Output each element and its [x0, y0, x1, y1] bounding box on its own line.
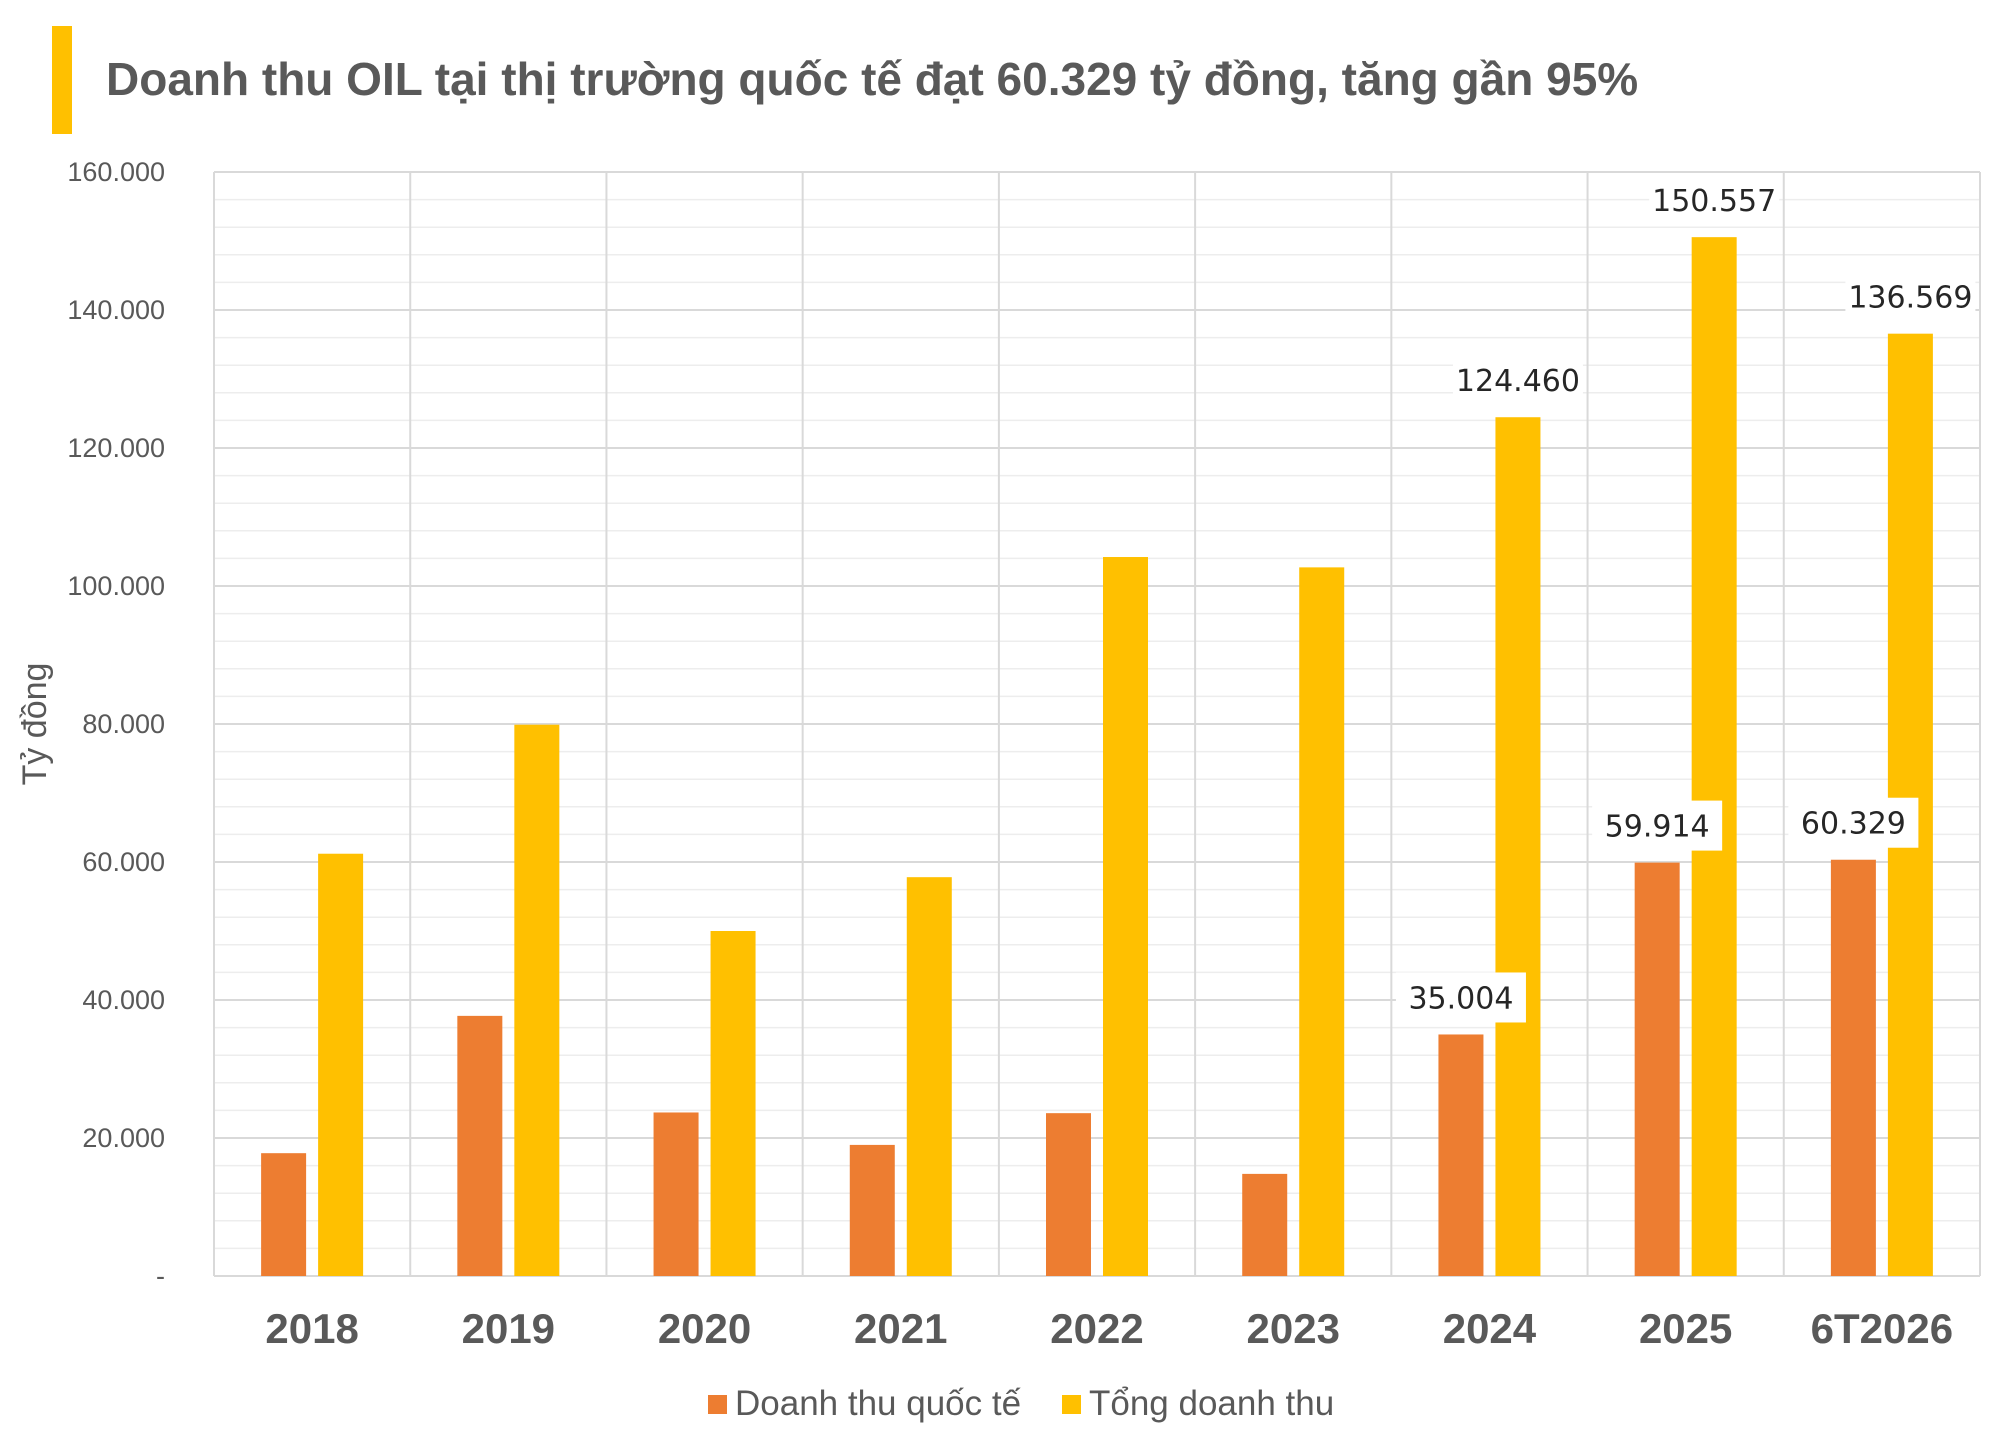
y-tick-label: 60.000: [82, 847, 165, 877]
bar-total: [1299, 567, 1345, 1276]
data-label-box: [1649, 175, 1780, 226]
title-accent-bar: [52, 26, 72, 134]
y-tick-label: 100.000: [67, 571, 165, 601]
bar-total: [1495, 417, 1541, 1276]
data-label: 60.329: [1801, 807, 1906, 842]
legend-item-total: Tổng doanh thu: [1062, 1384, 1334, 1424]
bar-total: [1103, 557, 1148, 1276]
bar-international: [261, 1153, 307, 1276]
x-tick-label: 2019: [462, 1305, 555, 1352]
bar-international: [1046, 1113, 1091, 1276]
y-tick-label: 40.000: [82, 985, 165, 1015]
bar-total: [906, 877, 952, 1276]
chart-title: Doanh thu OIL tại thị trường quốc tế đạt…: [106, 53, 1639, 105]
y-tick-label: 20.000: [82, 1123, 165, 1153]
legend-item-international: Doanh thu quốc tế: [708, 1384, 1021, 1424]
x-tick-label: 2021: [854, 1305, 947, 1352]
x-tick-label: 2024: [1443, 1305, 1537, 1352]
bar-total: [1691, 237, 1737, 1276]
x-tick-label: 2022: [1050, 1305, 1143, 1352]
bar-international: [457, 1015, 503, 1276]
legend-swatch-international: [708, 1394, 727, 1414]
y-tick-label: 120.000: [67, 433, 165, 463]
y-axis-label: Tỷ đồng: [16, 663, 54, 786]
data-label-box: [1592, 800, 1723, 851]
x-tick-label: 2023: [1247, 1305, 1340, 1352]
legend-swatch-total: [1062, 1394, 1081, 1414]
data-label: 136.569: [1848, 281, 1972, 316]
data-label: 124.460: [1456, 364, 1580, 399]
bar-total: [514, 724, 560, 1276]
y-tick-label: -: [156, 1261, 165, 1291]
x-tick-label: 6T2026: [1811, 1305, 1953, 1352]
x-tick-label: 2025: [1639, 1305, 1732, 1352]
y-tick-label: 80.000: [82, 709, 165, 739]
bar-international: [1438, 1034, 1484, 1276]
x-tick-label: 2020: [658, 1305, 751, 1352]
bar-international: [1830, 859, 1876, 1276]
bar-international: [849, 1144, 895, 1276]
y-tick-label: 140.000: [67, 295, 165, 325]
bar-total: [710, 931, 756, 1276]
bar-international: [1242, 1173, 1288, 1276]
data-label-box: [1788, 797, 1919, 848]
data-label: 35.004: [1408, 981, 1513, 1016]
data-label-box: [1452, 355, 1583, 406]
legend-label-total: Tổng doanh thu: [1089, 1384, 1335, 1423]
data-label-box: [1395, 972, 1526, 1023]
legend-label-international: Doanh thu quốc tế: [735, 1384, 1022, 1423]
data-label: 59.914: [1605, 810, 1710, 845]
bar-total: [318, 853, 364, 1276]
bar-international: [653, 1112, 699, 1276]
data-label: 150.557: [1652, 184, 1776, 219]
bar-international: [1634, 862, 1680, 1276]
x-tick-label: 2018: [265, 1305, 358, 1352]
data-label-box: [1845, 271, 1976, 322]
y-tick-label: 160.000: [67, 157, 165, 187]
